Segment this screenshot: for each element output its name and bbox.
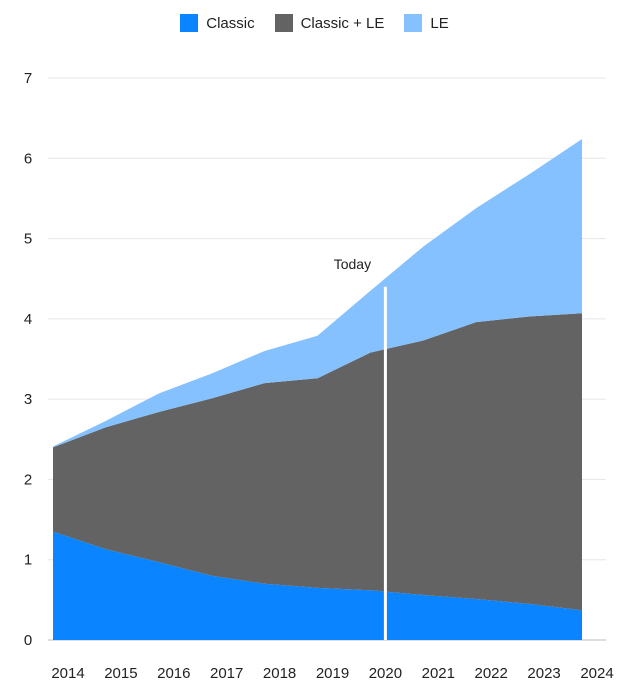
today-annotation: Today [334, 256, 387, 640]
y-tick-label-6: 6 [24, 150, 32, 167]
legend-item-classic: Classic [180, 14, 255, 32]
area-classic-le [53, 313, 582, 611]
legend-label-le: LE [430, 14, 449, 32]
legend-label-classic: Classic [206, 14, 255, 32]
y-tick-label-3: 3 [24, 391, 32, 408]
area-le [53, 139, 582, 448]
legend-swatch-classic-le [274, 14, 293, 32]
x-tick-label-2021: 2021 [422, 665, 455, 682]
legend-swatch-classic [180, 14, 199, 32]
x-tick-label-2015: 2015 [104, 665, 137, 682]
legend: Classic Classic + LE LE [0, 14, 629, 32]
y-tick-label-0: 0 [24, 632, 32, 649]
x-tick-label-2014: 2014 [51, 665, 84, 682]
legend-swatch-le [404, 14, 423, 32]
legend-item-classic-le: Classic + LE [274, 14, 385, 32]
y-tick-label-2: 2 [24, 471, 32, 488]
x-tick-label-2023: 2023 [527, 665, 560, 682]
x-tick-label-2016: 2016 [157, 665, 190, 682]
today-label: Today [334, 256, 371, 272]
area-classic [53, 531, 582, 640]
y-axis-ticks: 0 1 2 3 4 5 6 7 [24, 70, 32, 649]
x-tick-label-2018: 2018 [263, 665, 296, 682]
x-tick-label-2019: 2019 [316, 665, 349, 682]
y-tick-label-4: 4 [24, 311, 32, 328]
y-tick-label-1: 1 [24, 552, 32, 569]
x-axis-ticks: 2014 2015 2016 2017 2018 2019 2020 2021 2022 2023… [51, 665, 613, 682]
x-tick-label-2020: 2020 [369, 665, 402, 682]
x-tick-label-2017: 2017 [210, 665, 243, 682]
legend-item-le: LE [404, 14, 449, 32]
x-tick-label-2022: 2022 [475, 665, 508, 682]
legend-label-classic-le: Classic + LE [300, 14, 385, 32]
y-tick-label-7: 7 [24, 70, 32, 87]
x-tick-label-2024: 2024 [580, 665, 613, 682]
area-layers [53, 139, 582, 640]
y-tick-label-5: 5 [24, 231, 32, 248]
